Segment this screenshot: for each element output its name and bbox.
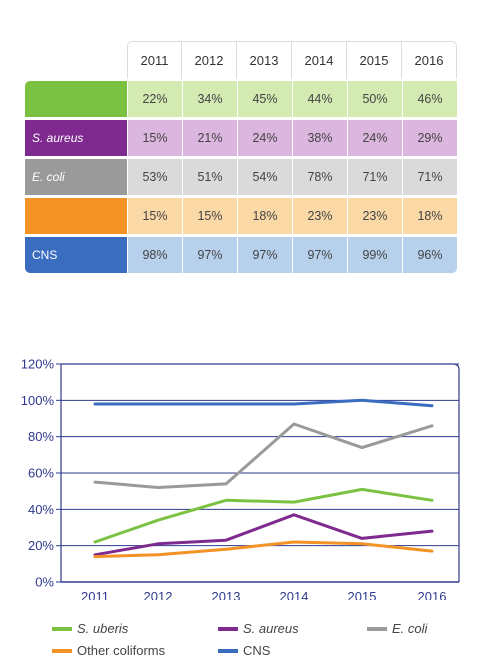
table-cell: 71%	[347, 159, 402, 195]
y-tick-label: 20%	[28, 538, 54, 553]
y-tick-label: 0%	[35, 575, 54, 590]
x-tick-label: 2012	[144, 589, 173, 600]
table-cell: 97%	[292, 237, 347, 273]
series-line	[93, 398, 434, 408]
y-tick-label: 60%	[28, 466, 54, 481]
legend-item: Other coliforms	[52, 643, 165, 658]
y-tick-label: 100%	[21, 393, 55, 408]
table-cell: 22%	[127, 81, 182, 117]
table-header-row: 2011 2012 2013 2014 2015 2016	[127, 41, 457, 79]
legend-swatch	[218, 648, 238, 653]
x-tick-label: 2013	[212, 589, 241, 600]
table-cell: 38%	[292, 120, 347, 156]
table-row: 15% 15% 18% 23% 23% 18%	[25, 198, 457, 234]
series-line	[93, 540, 434, 559]
table-cell: 97%	[182, 237, 237, 273]
year-header: 2011	[127, 41, 182, 79]
table-cell: 97%	[237, 237, 292, 273]
legend-item: CNS	[218, 643, 270, 658]
table-cell: 23%	[347, 198, 402, 234]
y-tick-label: 80%	[28, 429, 54, 444]
legend-item: E. coli	[367, 621, 427, 636]
table-cell: 44%	[292, 81, 347, 117]
legend-swatch	[367, 626, 387, 631]
legend-label: CNS	[243, 643, 271, 658]
table-cell: 98%	[127, 237, 182, 273]
row-label: CNS	[25, 237, 127, 273]
table-cell: 18%	[402, 198, 457, 234]
row-label: S. aureus	[25, 120, 127, 156]
year-header: 2012	[182, 41, 237, 79]
row-label: E. coli	[25, 159, 127, 195]
table-row: E. coli 53% 51% 54% 78% 71% 71%	[25, 159, 457, 195]
table-cell: 99%	[347, 237, 402, 273]
legend-swatch	[218, 626, 238, 631]
table-cell: 53%	[127, 159, 182, 195]
legend-label: S. uberis	[77, 621, 129, 636]
table-row: 22% 34% 45% 44% 50% 46%	[25, 81, 457, 117]
legend-swatch	[52, 626, 72, 631]
x-tick-label: 2014	[280, 589, 309, 600]
series-line	[93, 513, 434, 557]
table-cell: 29%	[402, 120, 457, 156]
table-cell: 51%	[182, 159, 237, 195]
series-line	[93, 422, 434, 489]
table-cell: 50%	[347, 81, 402, 117]
legend-label: Other coliforms	[77, 643, 166, 658]
table-cell: 18%	[237, 198, 292, 234]
table-cell: 15%	[127, 120, 182, 156]
y-tick-label: 120%	[21, 357, 55, 372]
table-cell: 15%	[127, 198, 182, 234]
table-row: S. aureus 15% 21% 24% 38% 24% 29%	[25, 120, 457, 156]
legend-swatch	[52, 648, 72, 653]
legend-label: S. aureus	[243, 621, 299, 636]
legend-item: S. aureus	[218, 621, 299, 636]
year-header: 2015	[347, 41, 402, 79]
table-cell: 96%	[402, 237, 457, 273]
table-cell: 54%	[237, 159, 292, 195]
table-cell: 45%	[237, 81, 292, 117]
x-tick-label: 2016	[418, 589, 447, 600]
row-label	[25, 198, 127, 234]
legend-item: S. uberis	[52, 621, 128, 636]
year-header: 2016	[402, 41, 457, 79]
table-cell: 34%	[182, 81, 237, 117]
table-cell: 46%	[402, 81, 457, 117]
row-label	[25, 81, 127, 117]
table-cell: 71%	[402, 159, 457, 195]
table-cell: 24%	[347, 120, 402, 156]
x-tick-label: 2011	[81, 589, 109, 600]
line-chart: 0% 20% 40% 60% 80% 100% 120% 2011 2012 2013 2014 20…	[21, 357, 460, 600]
year-header: 2013	[237, 41, 292, 79]
table-cell: 23%	[292, 198, 347, 234]
table-cell: 78%	[292, 159, 347, 195]
plot-frame	[61, 363, 460, 582]
table-cell: 21%	[182, 120, 237, 156]
table-row: CNS 98% 97% 97% 97% 99% 96%	[25, 237, 457, 273]
x-tick-label: 2015	[348, 589, 377, 600]
table-cell: 24%	[237, 120, 292, 156]
table-cell: 15%	[182, 198, 237, 234]
series-line	[93, 487, 434, 544]
legend-label: E. coli	[392, 621, 428, 636]
y-tick-label: 40%	[28, 502, 54, 517]
year-header: 2014	[292, 41, 347, 79]
